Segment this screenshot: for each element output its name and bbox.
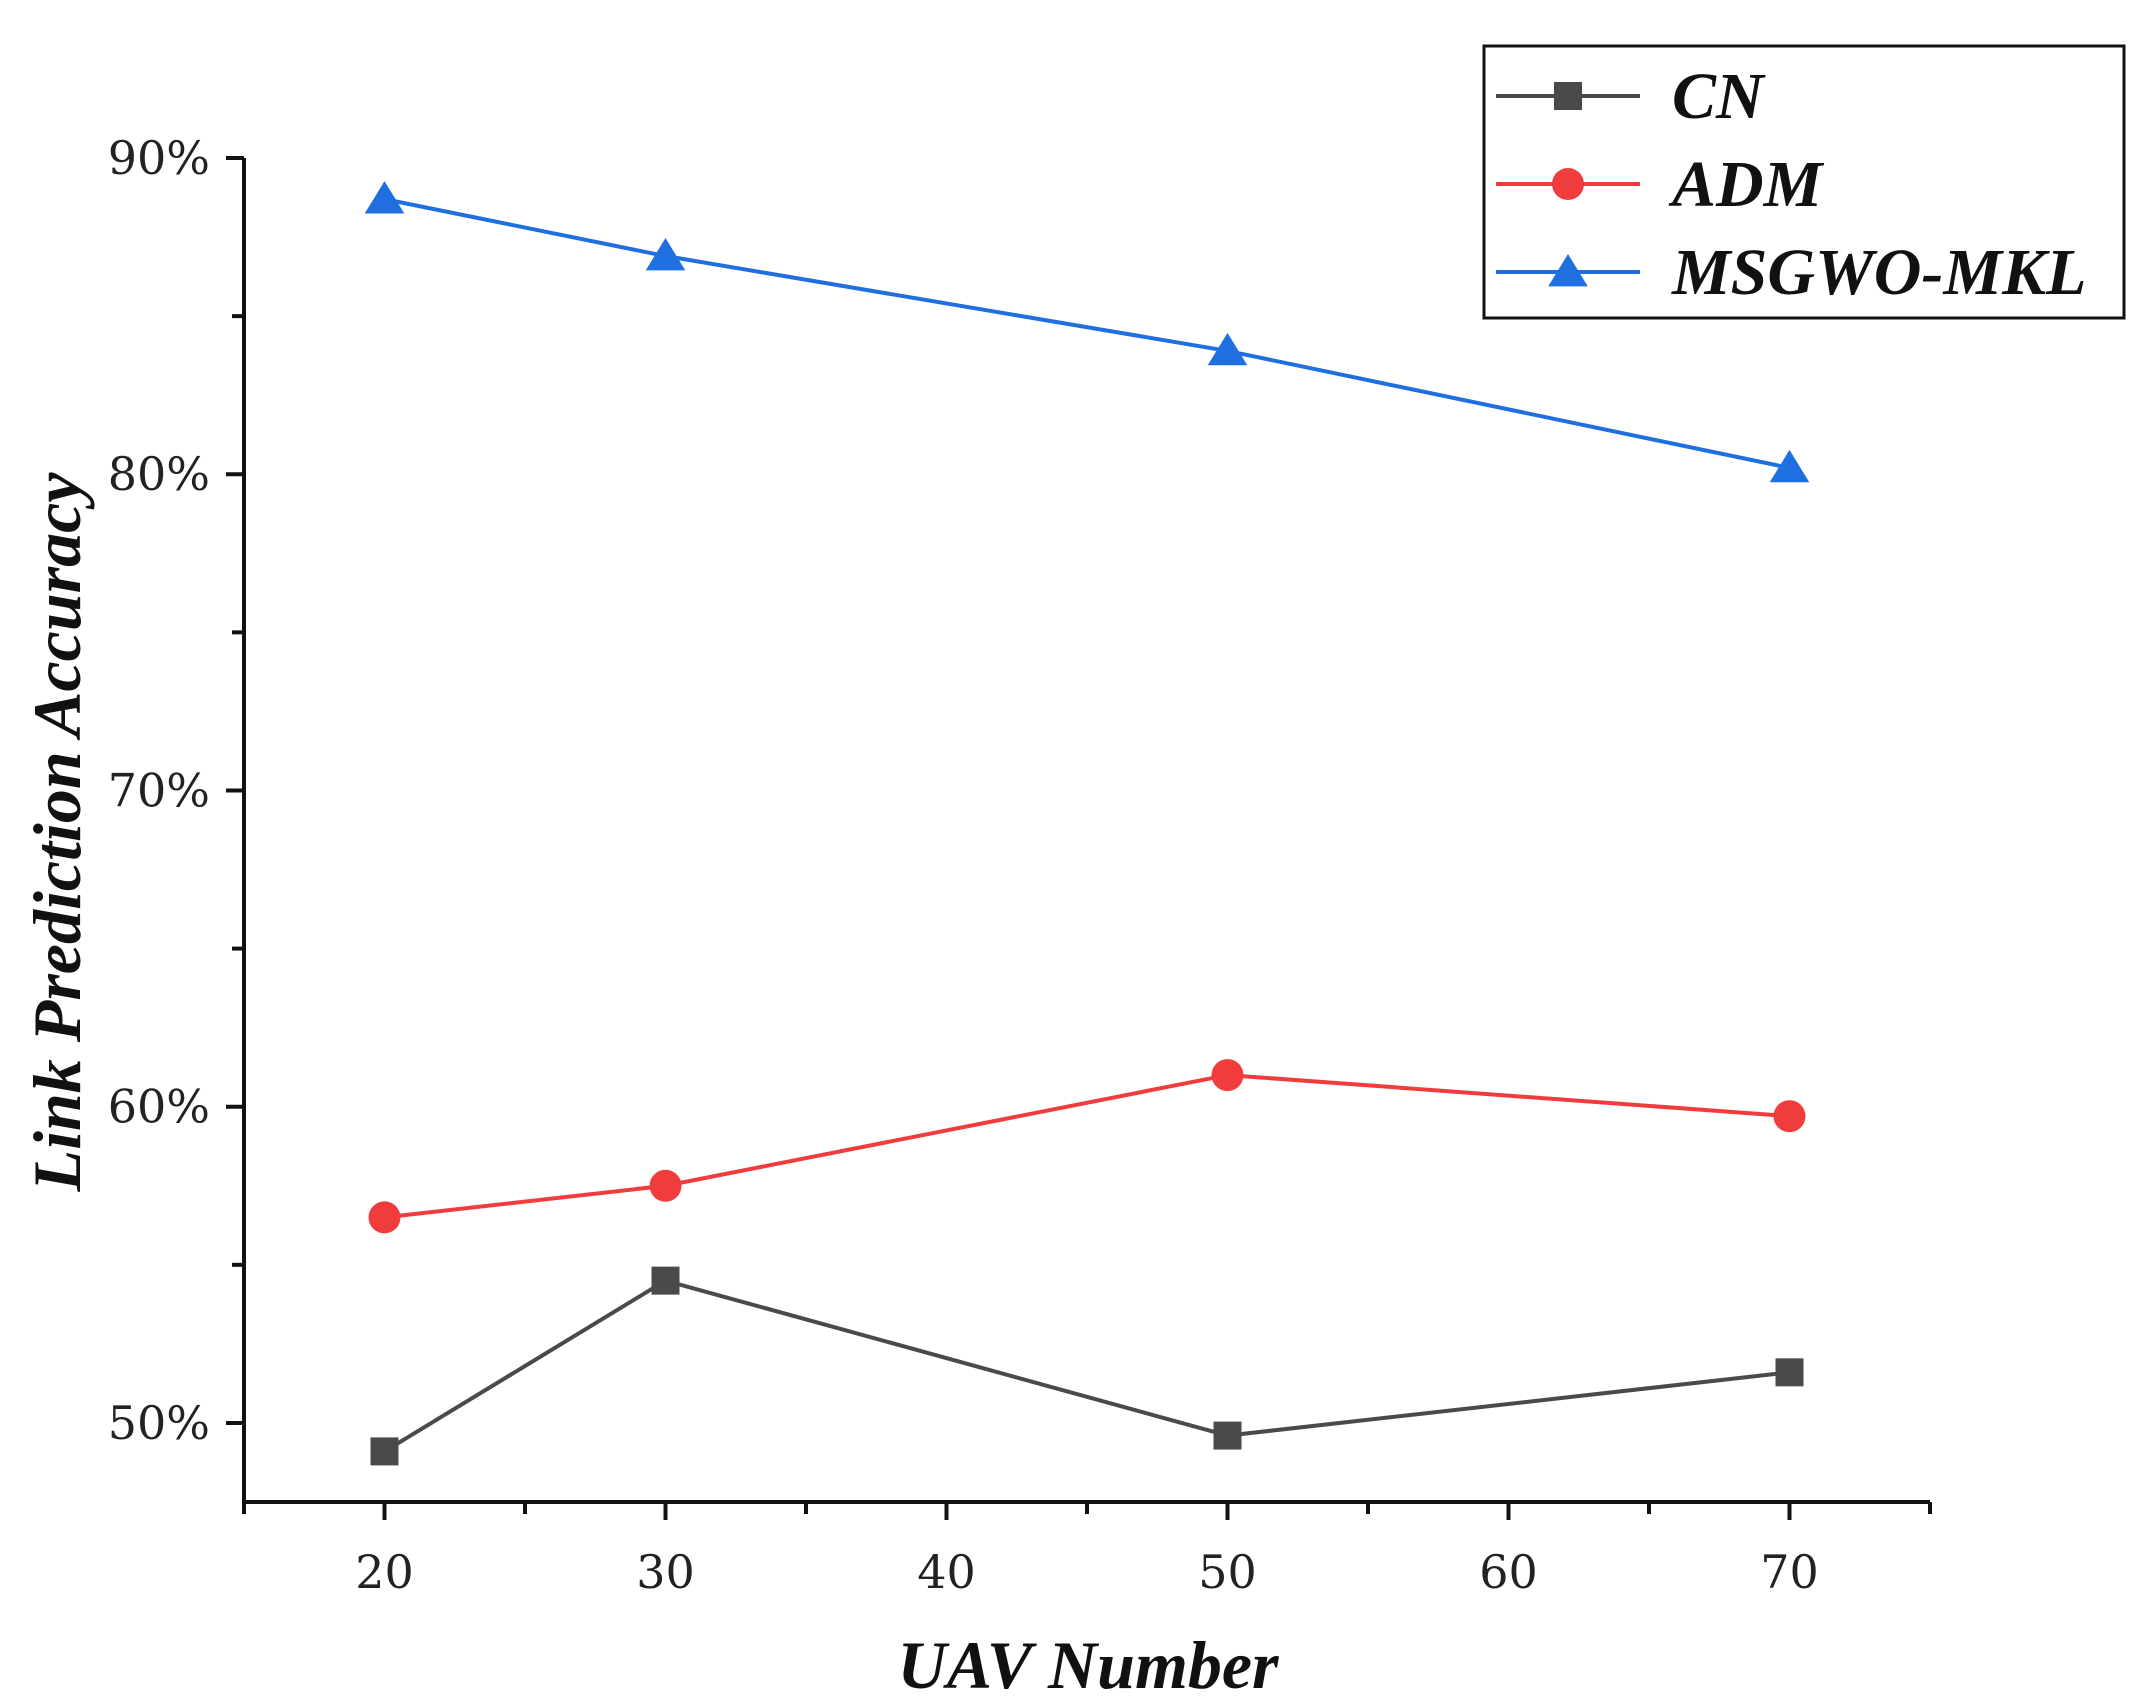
data-point-cn (1775, 1358, 1804, 1387)
data-point-adm (649, 1169, 682, 1202)
x-axis-title: UAV Number (897, 1627, 1279, 1702)
y-tick-label: 80% (108, 447, 210, 501)
series-line-cn (383, 1278, 1790, 1454)
x-tick-label: 50 (1198, 1545, 1257, 1599)
y-axis-title: Link Prediction Accuracy (19, 472, 95, 1193)
data-point-adm (1211, 1059, 1244, 1092)
legend-marker-msgwo-mkl (1548, 254, 1588, 287)
legend-label: CN (1672, 60, 1766, 133)
legend-label: ADM (1668, 148, 1825, 221)
data-point-cn (370, 1437, 399, 1466)
series-cn (370, 1266, 1804, 1466)
x-tick-label: 70 (1760, 1545, 1819, 1599)
data-point-adm (368, 1201, 401, 1234)
x-tick-label: 40 (917, 1545, 976, 1599)
x-tick-label: 30 (636, 1545, 695, 1599)
y-tick-label: 90% (108, 131, 210, 185)
series-layer (364, 181, 1810, 1466)
legend-label: MSGWO-MKL (1671, 236, 2086, 309)
y-tick-label: 60% (108, 1080, 210, 1134)
data-point-msgwo-mkl (1769, 449, 1810, 483)
legend-item-cn: CN (1496, 60, 1766, 133)
legend-marker-cn (1554, 82, 1582, 110)
series-msgwo-mkl (364, 181, 1810, 483)
series-line-msgwo-mkl (384, 197, 1790, 470)
data-point-cn (651, 1266, 680, 1295)
data-point-msgwo-mkl (645, 238, 686, 271)
series-line-adm (384, 1073, 1790, 1220)
x-tick-label: 60 (1479, 1545, 1538, 1599)
y-tick-label: 70% (108, 763, 210, 817)
series-adm (368, 1059, 1806, 1234)
x-tick-label: 20 (355, 1545, 414, 1599)
data-point-msgwo-mkl (364, 181, 405, 214)
axes: 20 30 40 50 60 70 50% 60% 70% 80% 90% (108, 131, 1932, 1599)
legend: CN ADM MSGWO-MKL (1482, 44, 2126, 320)
legend-marker-adm (1552, 168, 1584, 200)
data-point-msgwo-mkl (1207, 332, 1248, 366)
legend-item-msgwo-mkl: MSGWO-MKL (1496, 236, 2086, 309)
data-point-adm (1773, 1100, 1806, 1133)
data-point-cn (1213, 1421, 1242, 1450)
legend-item-adm: ADM (1496, 148, 1825, 221)
y-tick-label: 50% (108, 1396, 210, 1450)
